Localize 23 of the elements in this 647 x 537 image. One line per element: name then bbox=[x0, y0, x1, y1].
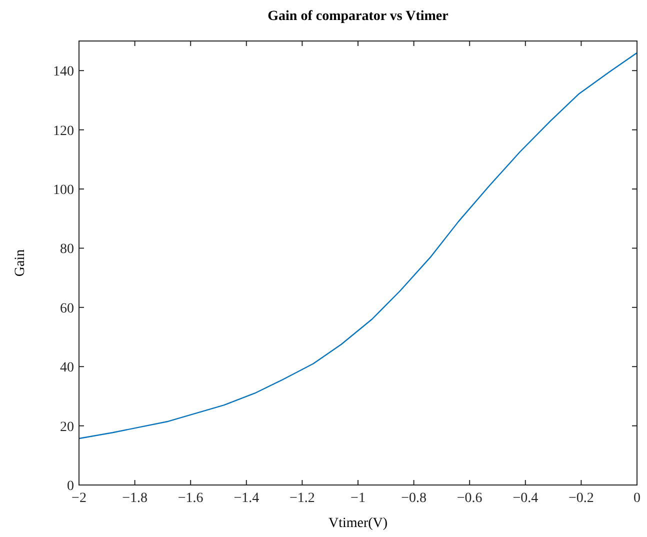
y-tick-label: 40 bbox=[60, 360, 74, 376]
x-axis-title: Vtimer(V) bbox=[328, 516, 388, 531]
y-axis-title: Gain bbox=[13, 249, 28, 277]
x-tick-label: −0.8 bbox=[401, 491, 427, 506]
x-tick-label: −2 bbox=[72, 491, 86, 506]
x-tick-label: −0.2 bbox=[568, 491, 594, 506]
chart-title: Gain of comparator vs Vtimer bbox=[268, 9, 448, 24]
y-tick-label: 120 bbox=[53, 124, 74, 139]
x-tick-label: −0.4 bbox=[512, 491, 538, 506]
y-tick-label: 60 bbox=[60, 301, 74, 316]
x-tick-label: −0.6 bbox=[456, 491, 482, 506]
x-tick-label: −1 bbox=[350, 491, 366, 506]
x-tick-label: 0 bbox=[634, 491, 640, 506]
y-tick-label: 140 bbox=[53, 64, 74, 80]
x-tick-label: −1.8 bbox=[122, 491, 148, 506]
y-tick-label: 100 bbox=[53, 183, 74, 198]
x-tick-label: −1.6 bbox=[178, 491, 204, 506]
x-tick-label: −1.2 bbox=[289, 491, 315, 506]
x-tick-label: −1.4 bbox=[234, 491, 260, 506]
y-tick-label: 0 bbox=[67, 479, 74, 494]
y-tick-label: 80 bbox=[60, 242, 74, 258]
line-series bbox=[78, 52, 638, 440]
y-tick-label: 20 bbox=[60, 420, 74, 435]
